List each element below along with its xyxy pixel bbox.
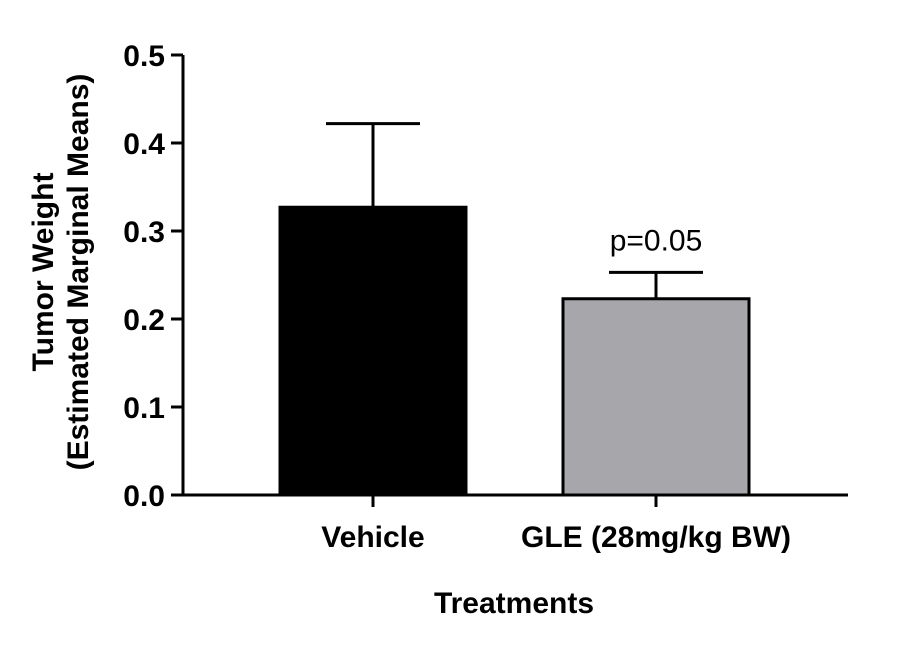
- x-ticks: Vehicle GLE (28mg/kg BW): [321, 495, 791, 554]
- x-axis-title: Treatments: [434, 587, 594, 620]
- y-tick-label: 0.0: [123, 480, 165, 513]
- y-tick-label: 0.3: [123, 216, 165, 249]
- bar-gle: [561, 297, 751, 497]
- x-category-label: GLE (28mg/kg BW): [521, 521, 791, 554]
- y-ticks: 0.0 0.1 0.2 0.3 0.4 0.5: [123, 40, 183, 513]
- bars: [278, 122, 751, 497]
- y-tick-label: 0.5: [123, 40, 165, 73]
- y-tick-label: 0.1: [123, 392, 165, 425]
- y-tick-label: 0.4: [123, 128, 165, 161]
- y-tick-label: 0.2: [123, 304, 165, 337]
- y-axis-title-line2: (Estimated Marginal Means): [62, 74, 95, 471]
- annotations: p=0.05: [610, 224, 703, 257]
- p-value-annotation: p=0.05: [610, 224, 703, 257]
- x-category-label: Vehicle: [321, 521, 424, 554]
- y-axis-title-line1: Tumor Weight: [27, 173, 60, 372]
- y-axis-title: Tumor Weight (Estimated Marginal Means): [27, 74, 95, 471]
- bar-vehicle: [278, 205, 468, 497]
